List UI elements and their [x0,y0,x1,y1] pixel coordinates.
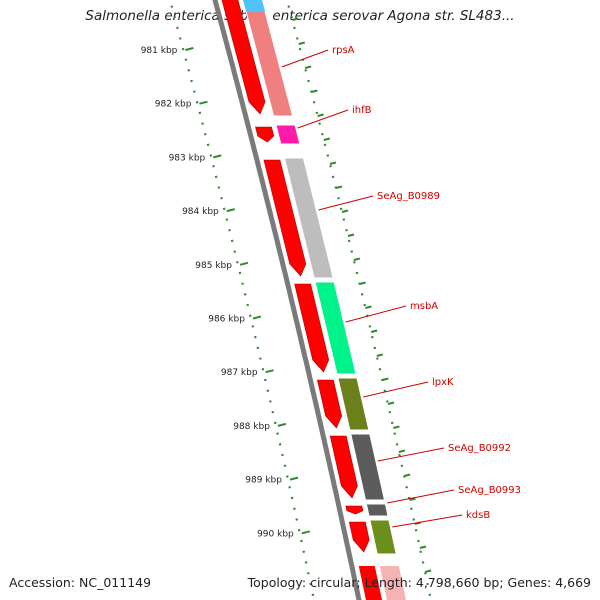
scale-tick-mark [185,47,194,51]
gene-block-above-view [242,0,266,12]
scale-tick-mark [239,261,249,266]
cds-arrow [263,159,307,277]
genome-backbone [212,0,362,600]
gene-label-lpxk[interactable]: lpxK [432,377,454,388]
scale-minor-tick [424,569,432,573]
gene-label-kdsb[interactable]: kdsB [466,510,490,521]
gene-label-seag_b0992[interactable]: SeAg_B0992 [448,443,511,454]
scale-minor-tick [409,497,416,501]
gene-leader-line [297,109,349,129]
scale-minor-tick [311,89,318,93]
cds-arrow [317,379,342,429]
scale-tick-label: 984 kbp [182,207,219,217]
cds-arrow [358,566,382,600]
scale-minor-tick [347,233,355,237]
scale-minor-tick [419,545,427,549]
scale-tick-mark [226,208,236,213]
cds-arrow [255,126,275,143]
gene-label-seag_b0989[interactable]: SeAg_B0989 [377,191,440,202]
scale-tick-mark [213,154,222,159]
scale-minor-tick [317,113,324,117]
genome-stats-label: Topology: circular; Length: 4,798,660 bp… [247,575,591,590]
scale-minor-tick [359,281,366,285]
scale-tick-mark [199,100,208,105]
gene-leader-line [318,195,374,211]
gene-block-seag_b0993[interactable] [365,503,389,517]
scale-tick-label: 981 kbp [141,46,178,56]
cds-arrow [348,521,370,553]
scale-tick-label: 988 kbp [233,422,270,432]
gene-leader-line [281,49,329,68]
gene-block-msba[interactable] [314,281,357,375]
scale-minor-tick [353,257,361,261]
gene-label-msba[interactable]: msbA [410,301,438,312]
cds-arrow [345,505,364,515]
scale-tick-label: 982 kbp [155,100,192,110]
scale-tick-label: 985 kbp [195,261,232,271]
gene-label-rpsa[interactable]: rpsA [332,45,355,56]
scale-minor-tick [365,305,372,309]
scale-tick-label: 989 kbp [245,476,282,486]
gene-label-seag_b0993[interactable]: SeAg_B0993 [458,485,521,496]
cds-arrow [294,283,330,373]
scale-minor-tick [323,137,331,141]
gene-leader-line [345,305,407,323]
scale-minor-tick [370,329,378,333]
scale-tick-mark [265,369,274,374]
scale-minor-tick [298,41,306,45]
gene-block-below-view [379,566,406,600]
gene-leader-line [377,447,445,462]
gene-leader-line [387,489,455,504]
accession-label: Accession: NC_011149 [9,575,152,590]
gene-leader-line [392,514,463,528]
scale-minor-tick [403,473,411,477]
gene-block-kdsb[interactable] [369,519,397,555]
gene-block-lpxk[interactable] [337,377,370,431]
scale-minor-tick [304,65,312,69]
scale-tick-mark [277,422,287,427]
scale-tick-mark [301,530,311,535]
gene-label-ihfb[interactable]: ihfB [352,105,372,116]
scale-tick-label: 986 kbp [208,315,245,325]
gene-block-seag_b0989[interactable] [283,157,334,279]
scale-tick-mark [252,315,262,320]
gene-block-ihfb[interactable] [275,124,301,145]
scale-tick-label: 990 kbp [257,529,294,539]
scale-minor-tick [329,161,337,165]
scale-tick-label: 983 kbp [169,153,206,163]
gene-block-rpsa[interactable] [241,0,294,117]
scale-minor-tick [376,353,384,357]
scale-tick-mark [289,476,299,481]
scale-minor-tick [341,209,349,213]
scale-minor-tick [292,17,299,21]
scale-tick-label: 987 kbp [221,368,258,378]
cds-arrow [329,435,358,499]
cds-arrow [221,0,266,115]
gene-block-seag_b0992[interactable] [350,433,386,501]
gene-leader-line [363,381,429,398]
scale-minor-tick [335,185,343,189]
scale-minor-tick [382,377,389,381]
scale-minor-tick [387,401,395,405]
scale-minor-tick [393,425,400,429]
genome-title: Salmonella enterica subsp. enterica sero… [85,8,515,24]
scale-minor-tick [398,449,406,453]
